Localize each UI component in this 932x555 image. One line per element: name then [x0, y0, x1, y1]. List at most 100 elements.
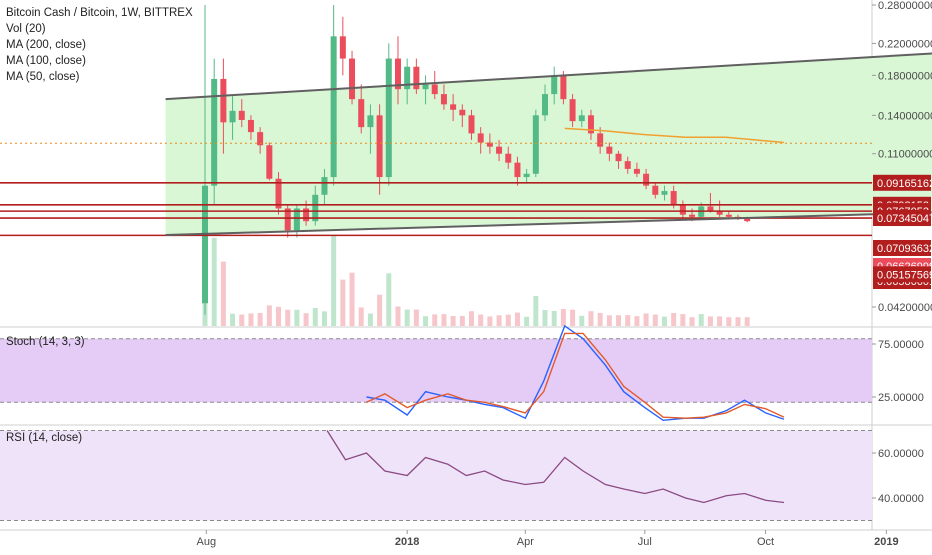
- candle: [257, 127, 264, 154]
- candle: [606, 142, 613, 162]
- candle: [394, 36, 401, 105]
- candle: [597, 127, 604, 154]
- candle: [330, 5, 337, 186]
- candle: [211, 58, 218, 205]
- volume-bar: [423, 316, 429, 326]
- candle: [312, 185, 319, 226]
- candle: [587, 109, 594, 140]
- stoch-title: Stoch (14, 3, 3): [6, 336, 85, 348]
- volume-bar: [386, 273, 392, 326]
- volume-bar: [276, 306, 282, 326]
- candle: [661, 185, 668, 201]
- candle-body: [349, 58, 356, 100]
- volume-bar: [358, 307, 364, 326]
- volume-bar: [588, 311, 594, 326]
- candle: [358, 84, 365, 134]
- candle: [440, 84, 447, 110]
- candle-body: [376, 115, 383, 178]
- volume-bar: [441, 314, 447, 326]
- candle: [633, 162, 640, 178]
- volume-bar: [450, 315, 456, 326]
- candle: [679, 200, 686, 220]
- candle: [404, 58, 411, 105]
- volume-bar: [340, 279, 346, 326]
- candle: [523, 168, 530, 183]
- candle-body: [597, 133, 604, 147]
- candle-body: [542, 94, 549, 116]
- candle-body: [358, 99, 365, 128]
- candle-body: [321, 177, 328, 195]
- volume-bar: [432, 314, 438, 326]
- candle-body: [257, 132, 264, 146]
- price-tick-label: 0.04200000: [878, 302, 932, 314]
- price-label-text: 0.09165162: [877, 178, 932, 190]
- candle-body: [633, 168, 640, 174]
- candle: [551, 66, 558, 105]
- time-tick-label: Apr: [517, 536, 534, 548]
- price-label-text: 0.05157569: [877, 269, 932, 281]
- candle: [496, 139, 503, 162]
- volume-bar: [312, 308, 318, 326]
- candle: [321, 168, 328, 205]
- candle-body: [450, 104, 457, 110]
- volume-bar: [533, 295, 539, 326]
- candle-body: [569, 99, 576, 122]
- price-label-box: [873, 210, 931, 227]
- candle: [238, 99, 245, 128]
- price-tick-label: 0.14000000: [878, 110, 932, 122]
- volume-bar: [744, 317, 750, 326]
- volume-bar: [735, 317, 741, 326]
- candle: [220, 58, 227, 154]
- price-tick-label: 0.18000000: [878, 70, 932, 82]
- candle-body: [551, 75, 558, 95]
- price-tick-label: 0.11000000: [878, 149, 932, 161]
- volume-bar: [524, 316, 530, 326]
- candle: [615, 150, 622, 169]
- candle-body: [202, 185, 208, 304]
- candle: [431, 70, 438, 100]
- candle: [569, 94, 576, 128]
- candle-body: [431, 84, 438, 95]
- price-tick-label: 0.22000000: [878, 38, 932, 50]
- candle-body: [238, 110, 245, 120]
- time-tick-label: Aug: [197, 536, 217, 548]
- volume-bar: [570, 309, 576, 326]
- candle: [459, 104, 466, 128]
- volume-bar: [643, 313, 649, 326]
- volume-bar: [377, 294, 383, 326]
- candle-body: [266, 145, 273, 179]
- volume-bar: [478, 314, 484, 326]
- time-tick-label: Oct: [757, 536, 774, 548]
- volume-bar: [331, 234, 337, 326]
- channel-lower-line: [165, 211, 932, 237]
- volume-bar: [349, 272, 355, 326]
- stoch-band: [0, 338, 872, 403]
- candle-body: [477, 133, 484, 143]
- candle-body: [367, 115, 374, 128]
- price-label-text: 0.07093632: [877, 243, 932, 255]
- volume-bar: [689, 317, 695, 326]
- time-tick-label: 2018: [395, 536, 419, 548]
- volume-bar: [698, 314, 704, 326]
- candle-body: [275, 178, 282, 209]
- volume-bar: [671, 312, 677, 326]
- legend-ma50: MA (50, close): [6, 71, 80, 83]
- legend-vol: Vol (20): [6, 23, 46, 35]
- candle-body: [643, 173, 650, 186]
- volume-bar: [542, 309, 548, 326]
- stoch-tick-label: 25.00000: [878, 392, 924, 404]
- volume-bar: [303, 313, 309, 326]
- candle: [560, 70, 567, 105]
- candle: [652, 182, 659, 199]
- volume-bar: [661, 316, 667, 326]
- price-label-box: [873, 240, 931, 256]
- candle: [385, 43, 392, 186]
- rsi-line: [326, 430, 785, 504]
- volume-bar: [726, 317, 732, 326]
- candle-body: [532, 115, 539, 174]
- candle-body: [689, 214, 696, 217]
- volume-bar: [505, 314, 511, 326]
- legend-ma200: MA (200, close): [6, 39, 86, 51]
